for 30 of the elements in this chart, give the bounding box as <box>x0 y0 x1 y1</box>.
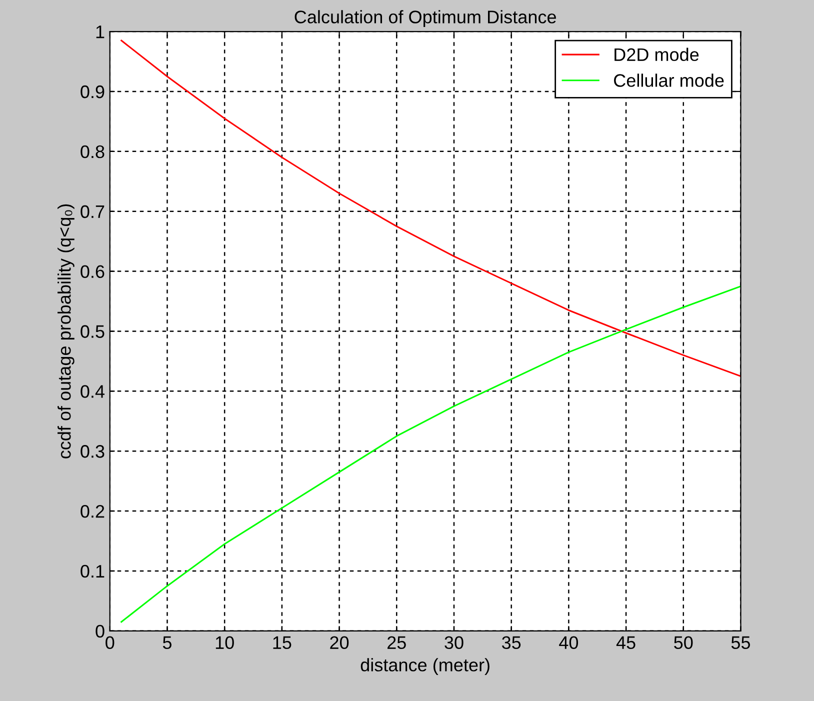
y-tick-label: 0.8 <box>80 145 104 158</box>
chart-title: Calculation of Optimum Distance <box>294 10 556 27</box>
y-tick-label: 0.4 <box>80 385 105 398</box>
x-tick-label: 45 <box>616 636 636 650</box>
y-tick-label: 0.3 <box>80 445 104 458</box>
y-tick-label: 0.6 <box>80 265 104 278</box>
x-tick-label: 15 <box>273 636 292 650</box>
y-tick-label: 1 <box>96 26 104 38</box>
y-tick-label: 0 <box>96 624 104 638</box>
x-tick-label: 55 <box>731 636 750 650</box>
x-tick-label: 5 <box>162 636 172 650</box>
x-axis-title: distance (meter) <box>360 658 490 675</box>
y-tick-label: 0.1 <box>80 564 104 578</box>
x-tick-label: 50 <box>674 636 693 650</box>
line-series <box>120 40 741 377</box>
y-tick-label: 0.5 <box>80 325 104 338</box>
y-tick-label: 0.7 <box>80 205 104 218</box>
legend-label: D2D mode <box>614 48 699 62</box>
x-tick-label: 40 <box>559 636 578 650</box>
line-series <box>120 286 741 623</box>
x-tick-label: 0 <box>106 636 114 650</box>
x-tick-label: 20 <box>330 636 349 650</box>
x-tick-label: 10 <box>216 636 234 650</box>
y-axis-title: ccdf of outage probability (q<q₀) <box>58 204 74 458</box>
y-tick-label: 0.2 <box>80 504 104 518</box>
x-tick-label: 25 <box>388 636 406 650</box>
x-tick-label: 35 <box>502 636 521 650</box>
legend-label: Cellular mode <box>614 74 724 87</box>
x-tick-label: 30 <box>444 636 464 650</box>
y-tick-label: 0.9 <box>80 85 104 98</box>
